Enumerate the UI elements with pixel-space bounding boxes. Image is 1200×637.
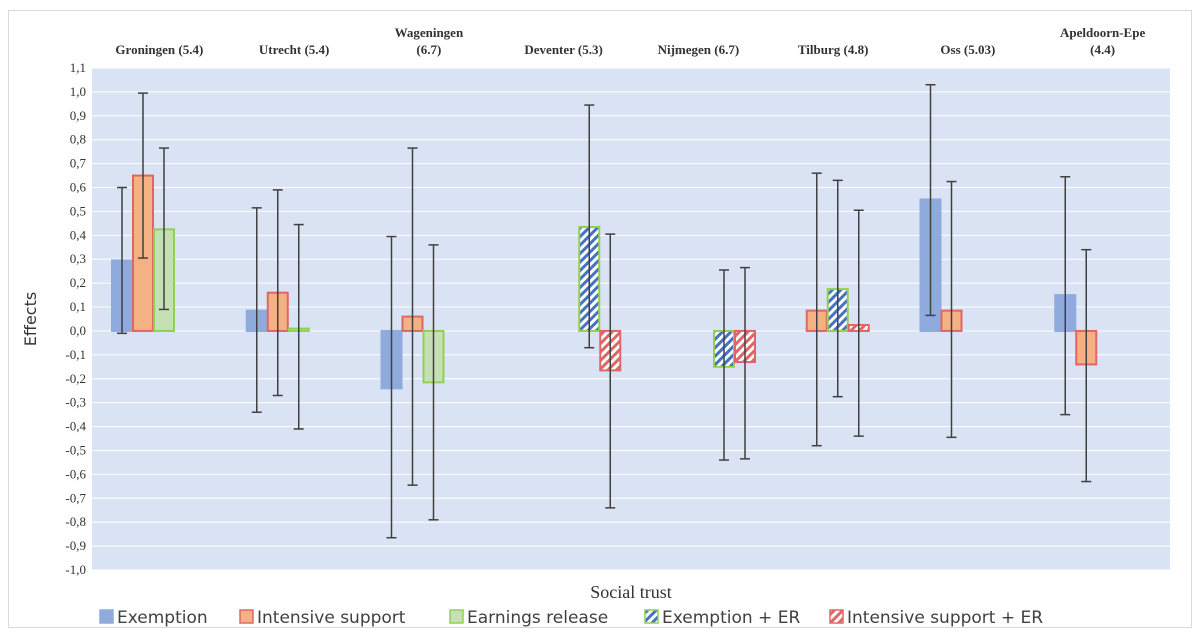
legend-label: Exemption + ER [662, 608, 800, 628]
y-tick-label: 1,1 [70, 60, 86, 75]
y-tick-label: 0,0 [70, 323, 86, 338]
y-axis-label: Effects [21, 292, 40, 346]
y-tick-label: -0,7 [65, 490, 86, 505]
y-tick-label: -0,8 [65, 514, 86, 529]
chart-frame [8, 10, 1192, 628]
x-axis-label: Social trust [590, 582, 672, 602]
category-label: Apeldoorn-Epe [1060, 25, 1145, 40]
legend-swatch [449, 609, 464, 624]
error-bars [117, 83, 1092, 539]
y-tick-label: -0,1 [65, 347, 86, 362]
legend-label: Exemption [117, 608, 208, 628]
category-label: Oss (5.03) [940, 42, 995, 57]
category-labels: Groningen (5.4) Utrecht (5.4) Wageningen (6… [115, 25, 1145, 57]
y-axis: 1,1 1,0 0,9 0,8 0,7 0,6 0,5 0,4 0,3 0,2 0,1 0,0 -0,1… [65, 60, 86, 577]
legend-label: Earnings release [467, 608, 608, 628]
y-tick-label: 0,9 [70, 108, 86, 123]
y-tick-label: 0,7 [70, 156, 87, 171]
legend-swatch [239, 609, 254, 624]
y-tick-label: 0,5 [70, 203, 86, 218]
category-label: (4.4) [1090, 42, 1115, 57]
y-tick-label: -0,5 [65, 442, 86, 457]
y-tick-label: 0,6 [70, 180, 87, 195]
legend: Exemption Intensive support Earnings relea… [99, 608, 1043, 628]
category-label: Wageningen [395, 25, 464, 40]
legend-label: Intensive support + ER [847, 608, 1043, 628]
y-tick-label: -0,6 [65, 466, 86, 481]
category-label: (6.7) [416, 42, 441, 57]
legend-swatch [829, 609, 844, 624]
y-tick-label: -1,0 [65, 562, 86, 577]
y-tick-label: -0,4 [65, 419, 86, 434]
legend-label: Intensive support [257, 608, 406, 628]
category-label: Utrecht (5.4) [259, 42, 330, 57]
y-tick-label: 0,3 [70, 251, 86, 266]
y-tick-label: 0,1 [70, 299, 86, 314]
y-tick-label: 0,2 [70, 275, 86, 290]
y-tick-label: -0,2 [65, 371, 86, 386]
y-tick-label: 1,0 [70, 84, 86, 99]
y-tick-label: -0,9 [65, 538, 86, 553]
category-label: Groningen (5.4) [115, 42, 203, 57]
category-label: Tilburg (4.8) [798, 42, 869, 57]
y-tick-label: -0,3 [65, 395, 86, 410]
y-tick-label: 0,4 [70, 227, 87, 242]
gridlines [92, 67, 1170, 571]
y-tick-label: 0,8 [70, 132, 86, 147]
legend-swatch [99, 609, 114, 624]
category-label: Deventer (5.3) [524, 42, 602, 57]
category-label: Nijmegen (6.7) [658, 42, 740, 57]
legend-swatch [644, 609, 659, 624]
